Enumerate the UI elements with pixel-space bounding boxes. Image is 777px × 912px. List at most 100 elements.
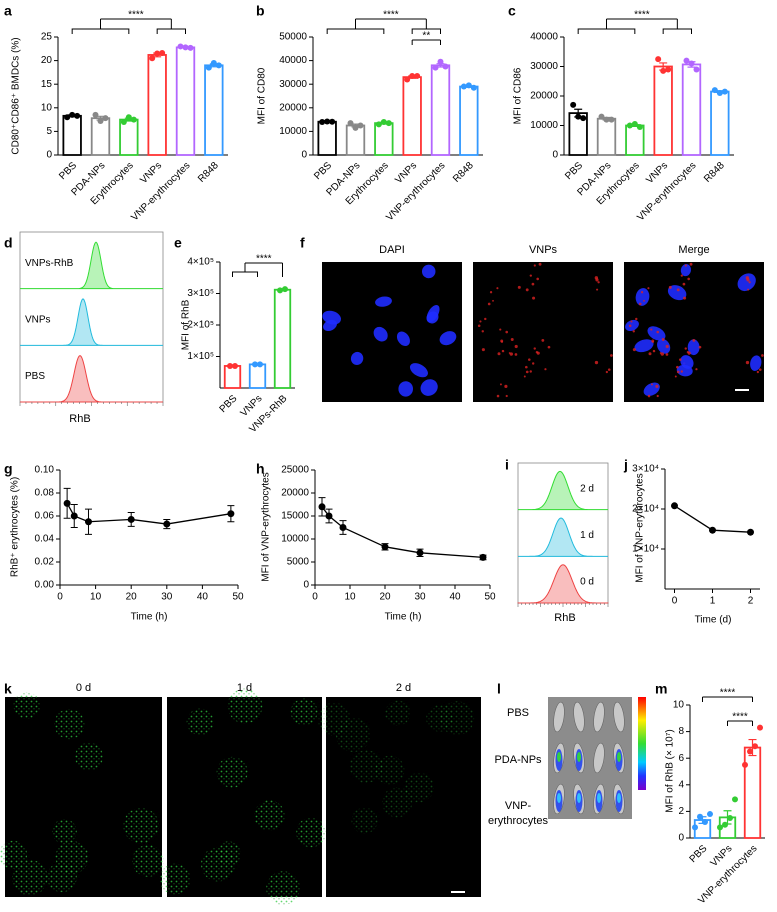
- nucleus: [398, 381, 413, 397]
- image-title: Merge: [678, 244, 709, 256]
- particle: [497, 352, 501, 356]
- nucleus: [634, 339, 654, 353]
- panel-letter: l: [497, 681, 501, 697]
- y-tick-label: 0.06: [35, 511, 55, 522]
- x-tick-label: 0: [57, 592, 63, 603]
- data-point: [665, 66, 672, 73]
- cell: [159, 863, 191, 895]
- image-title: DAPI: [379, 244, 405, 256]
- particle: [538, 262, 542, 266]
- bar: [62, 114, 82, 156]
- bar: [248, 363, 267, 389]
- y-tick-label: 10000: [281, 534, 309, 545]
- data-point: [692, 824, 698, 831]
- particle: [510, 337, 514, 341]
- data-point: [125, 114, 132, 121]
- particle: [479, 320, 482, 323]
- x-axis-label: Time (h): [131, 612, 168, 623]
- x-tick-label: 40: [449, 592, 461, 603]
- nucleus: [687, 339, 700, 356]
- particle: [594, 360, 599, 365]
- particle: [536, 277, 539, 281]
- y-tick-label: 25: [41, 32, 53, 43]
- data-point: [722, 821, 728, 828]
- y-tick-label: 0: [678, 833, 684, 844]
- particle: [496, 394, 500, 398]
- data-point: [688, 60, 695, 67]
- particle: [660, 352, 664, 356]
- data-point: [757, 724, 763, 731]
- particle: [647, 287, 650, 290]
- y-tick-label: 15: [41, 79, 53, 90]
- series-label: PBS: [25, 371, 45, 382]
- data-point: [636, 123, 643, 130]
- particle: [684, 264, 687, 267]
- data-point: [282, 286, 288, 293]
- y-tick-label: 20000: [281, 488, 309, 499]
- particle: [656, 394, 659, 398]
- particle: [648, 352, 652, 356]
- cell: [266, 871, 301, 906]
- y-tick-label: 3×10⁵: [187, 288, 214, 299]
- nucleus: [375, 296, 392, 307]
- y-tick-label: 30000: [530, 61, 558, 72]
- particle: [487, 302, 491, 306]
- marker: [339, 524, 347, 531]
- particle: [638, 302, 642, 306]
- y-axis-label: CD80⁺CD86⁺ BMDCs (%): [11, 37, 22, 154]
- particle: [541, 338, 545, 342]
- particle: [650, 383, 653, 386]
- particle: [665, 353, 669, 356]
- particle: [481, 330, 484, 333]
- y-tick-label: 4: [678, 779, 684, 790]
- marker: [127, 515, 135, 523]
- data-point: [215, 62, 222, 69]
- cell: [13, 692, 41, 719]
- nucleus: [657, 338, 671, 354]
- panel-letter: c: [508, 3, 516, 19]
- particle: [745, 360, 750, 365]
- cell: [123, 807, 159, 844]
- data-point: [655, 56, 662, 63]
- histogram: [20, 241, 163, 290]
- signal: [617, 752, 621, 762]
- data-point: [580, 115, 587, 122]
- signal: [577, 752, 581, 762]
- panel-letter: d: [4, 235, 13, 251]
- y-tick-label: 0.10: [35, 465, 55, 476]
- marker: [227, 510, 235, 518]
- y-tick-label: 0: [46, 150, 52, 161]
- significance: **: [422, 31, 430, 42]
- particle: [680, 370, 683, 373]
- series-label: 2 d: [580, 483, 594, 494]
- colorbar: [638, 697, 646, 790]
- data-point: [721, 88, 728, 95]
- y-axis-label: MFI of CD86: [513, 67, 524, 124]
- nucleus: [350, 351, 364, 366]
- cell: [440, 701, 475, 736]
- particle: [698, 345, 702, 349]
- particle: [748, 281, 751, 284]
- y-tick-label: 10: [41, 102, 53, 113]
- data-point: [97, 118, 104, 125]
- particle: [484, 317, 487, 321]
- particle: [544, 368, 547, 371]
- y-tick-label: 0.00: [35, 580, 55, 591]
- nucleus: [420, 379, 438, 396]
- series-label: 1 d: [580, 530, 594, 541]
- y-tick-label: 40000: [530, 32, 558, 43]
- cell: [200, 847, 236, 882]
- panel-letter: b: [256, 3, 265, 19]
- histogram: [518, 470, 608, 511]
- marker: [709, 526, 716, 534]
- data-point: [92, 111, 99, 118]
- x-tick-label: 0: [312, 592, 318, 603]
- bar: [743, 746, 762, 839]
- cell: [216, 756, 248, 788]
- row-label: PDA-NPs: [494, 754, 542, 766]
- y-tick-label: 15000: [281, 511, 309, 522]
- cell: [0, 840, 28, 869]
- data-point: [380, 118, 387, 125]
- data-point: [742, 761, 748, 768]
- bar: [317, 120, 337, 156]
